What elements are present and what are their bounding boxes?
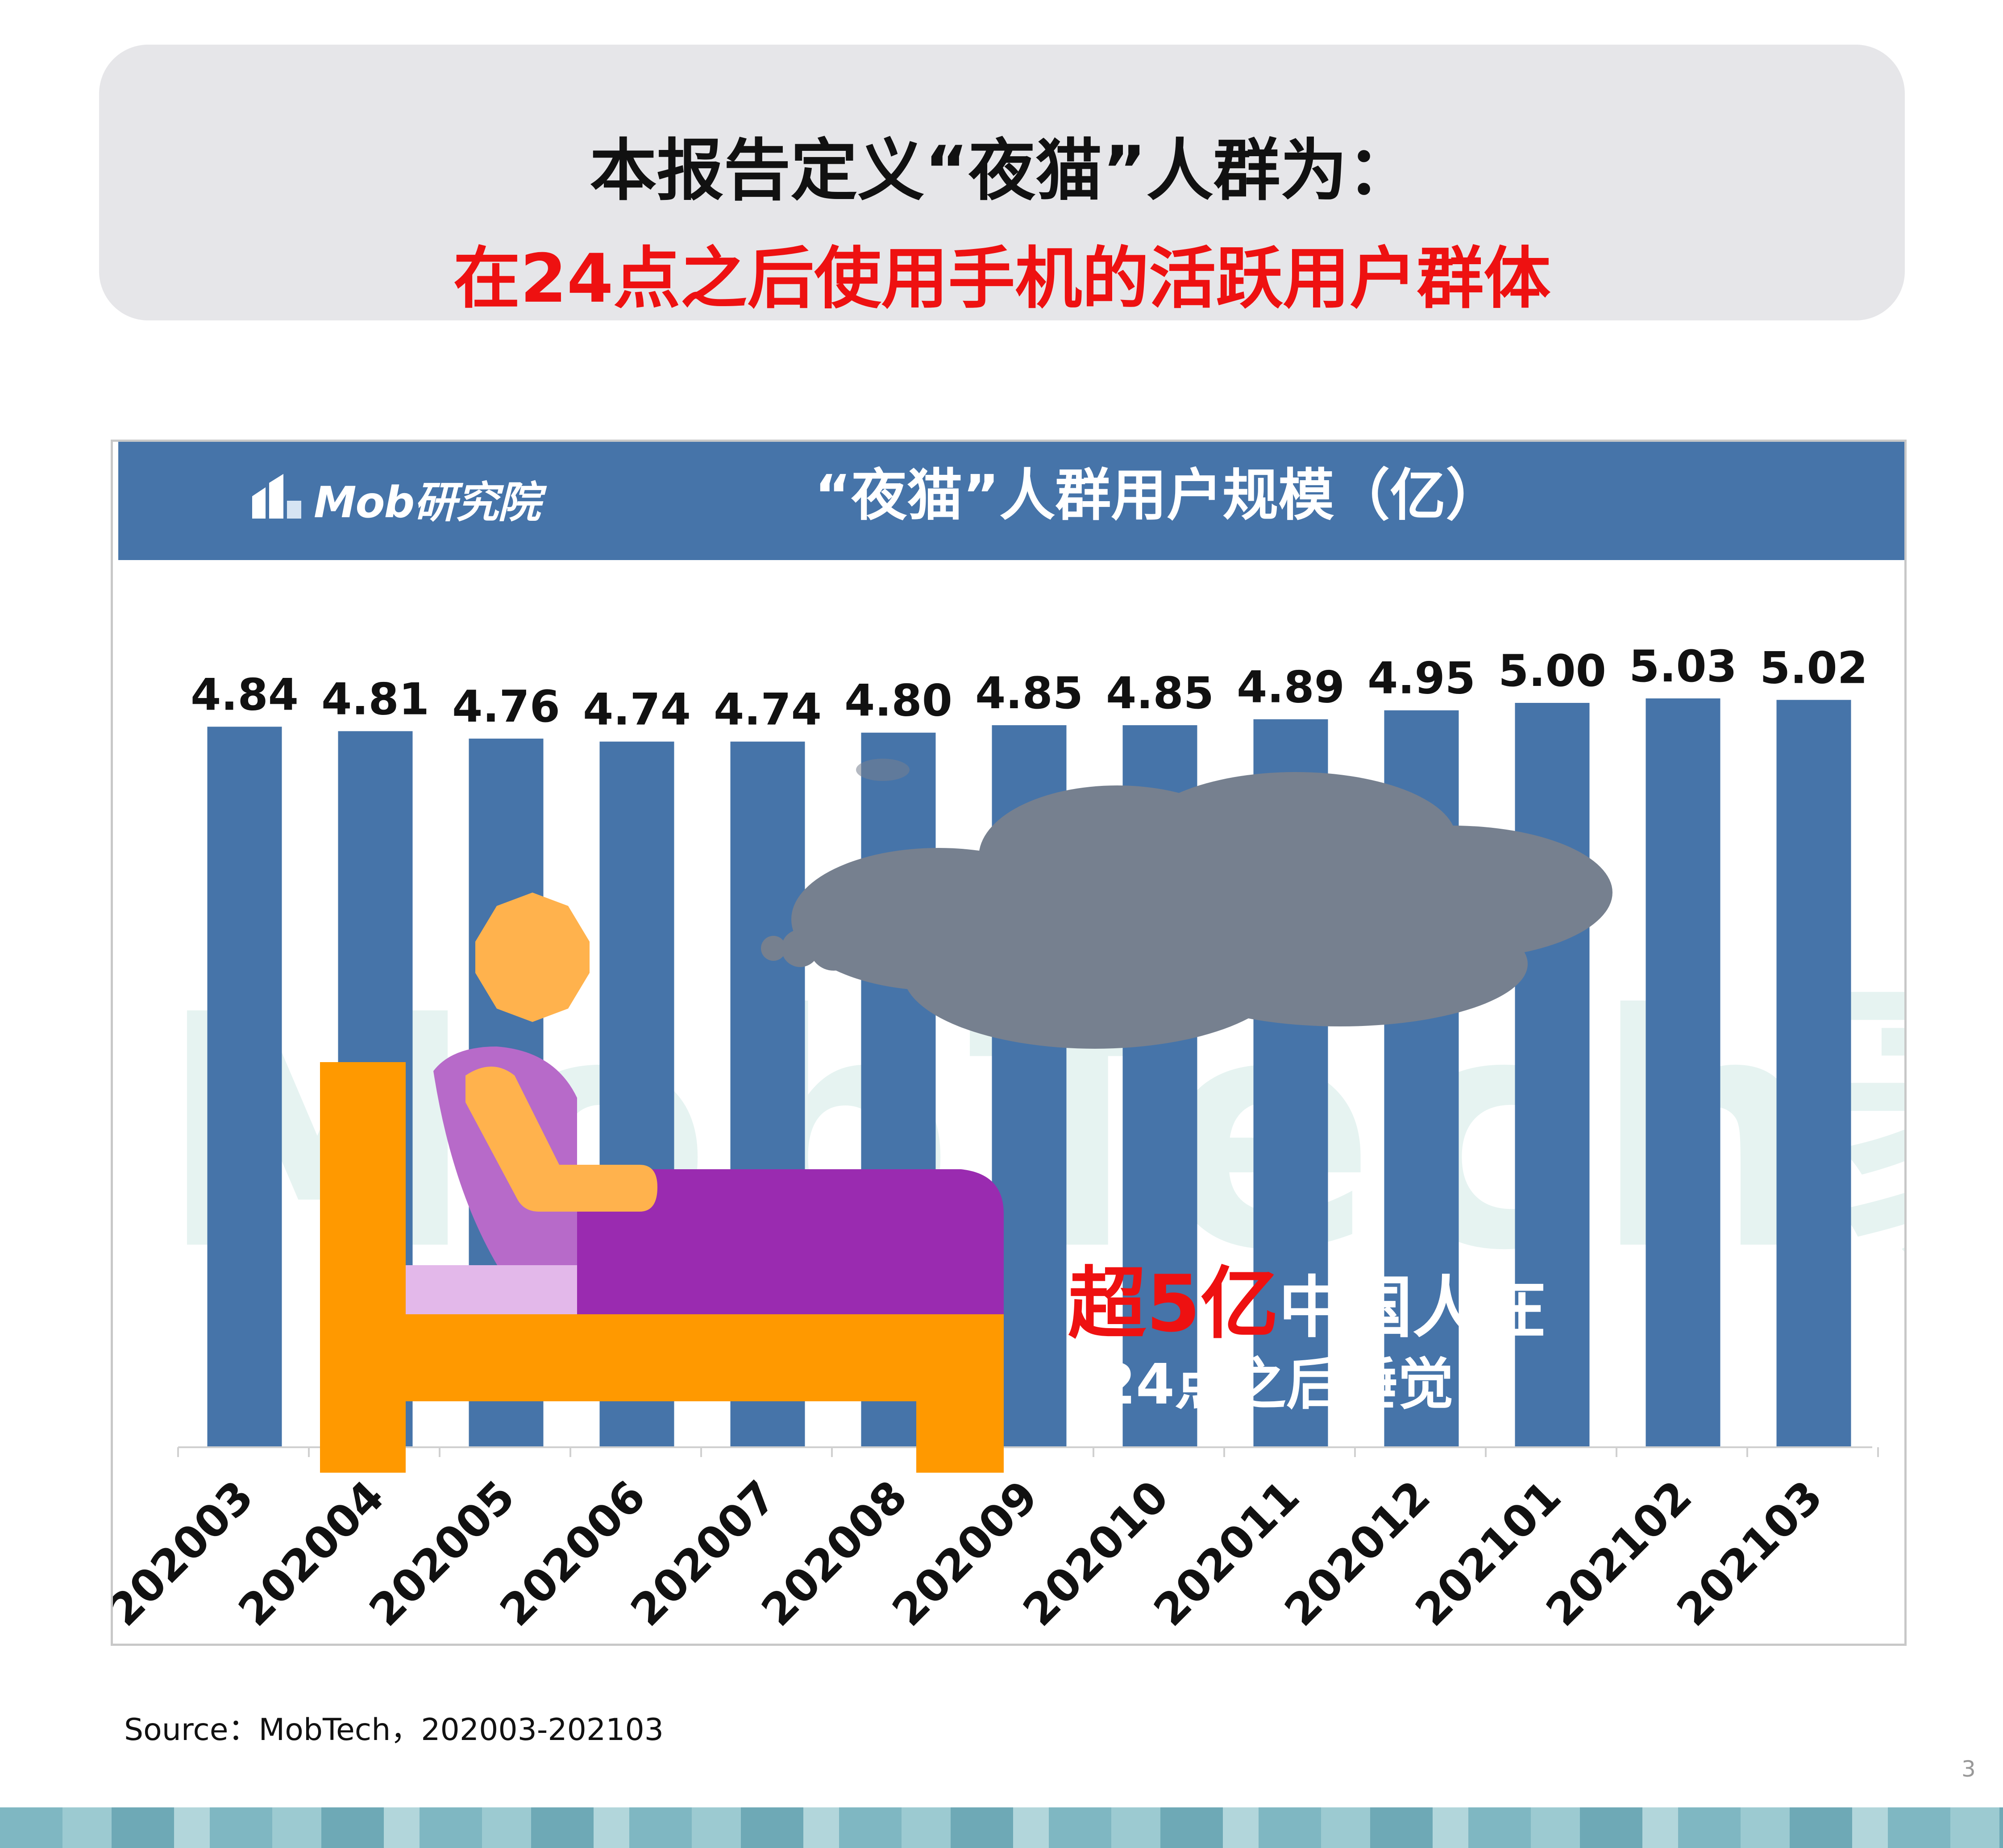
value-label-202012: 4.95	[1367, 653, 1475, 704]
callout-line2: 24点之后睡觉	[1097, 1352, 1454, 1417]
brand-logo: Mob研究院	[248, 463, 540, 534]
value-label-202101: 5.00	[1498, 646, 1606, 697]
value-label-202007: 4.74	[714, 685, 822, 735]
header-box: 本报告定义“夜猫”人群为： 在24点之后使用手机的活跃用户群体	[99, 45, 1905, 320]
person-in-bed-icon	[320, 893, 1004, 1473]
callout-line1: 超5亿中国人在	[1068, 1265, 1546, 1343]
building-logo-icon	[252, 474, 301, 519]
bar-202101	[1515, 703, 1590, 1447]
bar-202003	[207, 727, 282, 1447]
value-label-202005: 4.76	[452, 681, 560, 732]
source-note: Source：MobTech，202003-202103	[124, 1712, 664, 1748]
value-label-202009: 4.85	[975, 668, 1083, 719]
value-label-202008: 4.80	[844, 676, 952, 727]
callout-highlight: 超5亿	[1068, 1259, 1279, 1350]
bar-202102	[1646, 698, 1720, 1447]
chart-panel: MobTech袤博 Mob研究院 “夜猫”人群用户规模（亿） 4.8420200…	[111, 440, 1907, 1646]
value-label-202006: 4.74	[583, 685, 691, 735]
value-label-202011: 4.89	[1237, 662, 1345, 713]
value-label-202102: 5.03	[1629, 641, 1737, 692]
header-definition: 在24点之后使用手机的活跃用户群体	[453, 240, 1551, 318]
bar-202103	[1776, 700, 1851, 1447]
value-label-202003: 4.84	[191, 669, 299, 720]
page-number: 3	[1961, 1756, 1976, 1782]
brand-name: Mob研究院	[314, 477, 540, 527]
value-label-202103: 5.02	[1760, 643, 1868, 694]
value-label-202004: 4.81	[321, 674, 429, 725]
chart-title: “夜猫”人群用户规模（亿）	[814, 463, 1502, 528]
chart-banner: Mob研究院 “夜猫”人群用户规模（亿）	[118, 442, 1904, 560]
value-label-202010: 4.85	[1106, 668, 1214, 719]
footer-bar	[0, 1807, 2003, 1848]
header-title: 本报告定义“夜猫”人群为：	[590, 132, 1414, 210]
thought-cloud-icon	[761, 759, 1612, 1049]
callout-text1: 中国人在	[1278, 1269, 1546, 1347]
